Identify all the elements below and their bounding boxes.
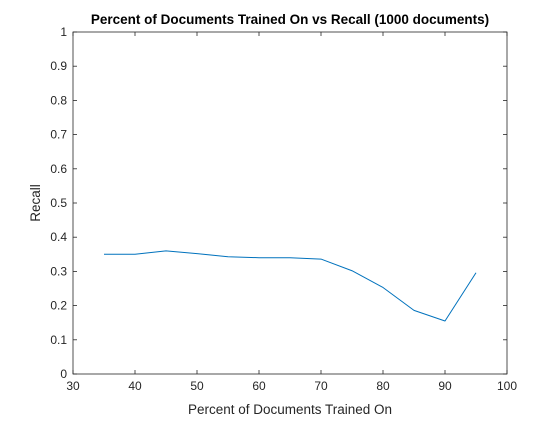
x-tick-label: 60 xyxy=(252,379,266,393)
data-point xyxy=(134,253,136,255)
y-tick-label: 0.5 xyxy=(50,196,67,210)
y-tick-label: 0.2 xyxy=(50,299,67,313)
data-point xyxy=(351,270,353,272)
y-tick-label: 0.3 xyxy=(50,264,67,278)
x-axis-label: Percent of Documents Trained On xyxy=(188,402,392,417)
chart-title: Percent of Documents Trained On vs Recal… xyxy=(91,12,489,27)
y-tick-label: 0.8 xyxy=(50,93,67,107)
x-tick-label: 100 xyxy=(497,379,517,393)
y-tick-label: 0.7 xyxy=(50,128,67,142)
data-point xyxy=(475,272,477,274)
y-tick-label: 0.9 xyxy=(50,59,67,73)
data-point xyxy=(258,257,260,259)
x-tick-label: 50 xyxy=(190,379,204,393)
y-tick-label: 0.4 xyxy=(50,230,67,244)
ticks-layer: 30 40 50 60 70 80 90 100 0 0.1 0.2 0.3 0.4 0.5 0.6 0.7 0… xyxy=(50,25,517,393)
data-point xyxy=(196,252,198,254)
x-tick-label: 80 xyxy=(376,379,390,393)
y-tick-label: 0 xyxy=(60,367,67,381)
x-tick-label: 90 xyxy=(438,379,452,393)
y-tick-label: 1 xyxy=(60,25,67,39)
data-point xyxy=(165,250,167,252)
y-tick-label: 0.1 xyxy=(50,333,67,347)
data-point xyxy=(413,309,415,311)
series-layer xyxy=(103,250,477,322)
x-tick-label: 30 xyxy=(66,379,80,393)
data-point xyxy=(444,320,446,322)
data-point xyxy=(289,257,291,259)
data-point xyxy=(320,258,322,260)
x-tick-label: 40 xyxy=(128,379,142,393)
plot-area xyxy=(73,32,507,374)
y-axis-label: Recall xyxy=(28,184,43,222)
data-point xyxy=(227,255,229,257)
x-tick-label: 70 xyxy=(314,379,328,393)
data-point xyxy=(103,253,105,255)
axes-box xyxy=(72,31,508,375)
data-point xyxy=(382,286,384,288)
series-line xyxy=(104,250,477,322)
y-tick-label: 0.6 xyxy=(50,162,67,176)
